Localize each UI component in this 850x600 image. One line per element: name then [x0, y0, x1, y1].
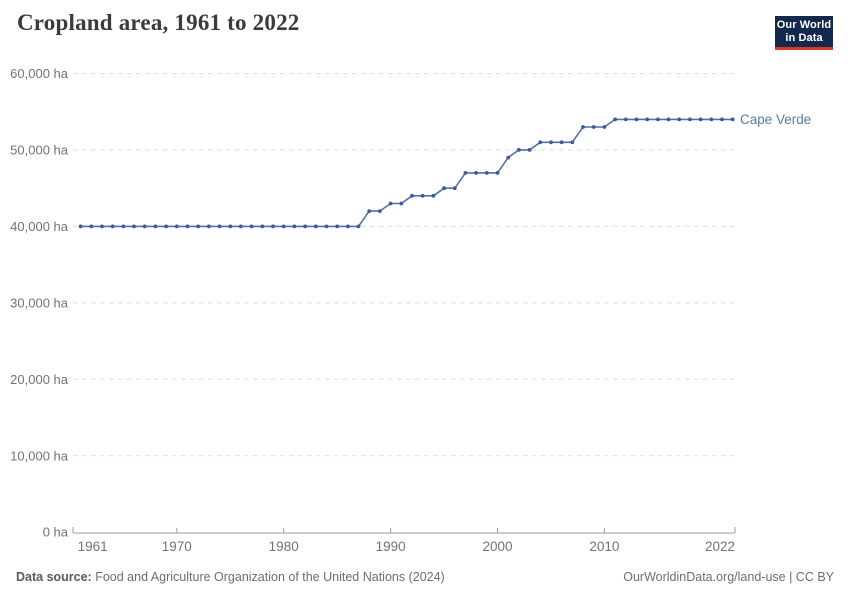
data-point: [517, 148, 521, 152]
data-point: [677, 117, 682, 122]
line-chart: 0 ha 10,000 ha 20,000 ha 30,000 ha 40,000 ha…: [10, 66, 811, 554]
y-axis-tick-label: 30,000 ha: [10, 295, 69, 310]
data-point: [442, 186, 446, 191]
data-point: [634, 117, 639, 122]
data-point: [335, 224, 340, 229]
chart-header: Cropland area, 1961 to 2022 Our World in…: [0, 0, 850, 56]
data-point: [463, 171, 468, 175]
data-point: [249, 224, 254, 229]
data-point: [142, 224, 147, 229]
data-point: [709, 117, 714, 122]
data-point: [196, 224, 201, 229]
y-axis-tick-label: 40,000 ha: [10, 219, 69, 234]
owid-logo[interactable]: Our World in Data: [775, 16, 833, 50]
data-point: [324, 224, 329, 229]
data-point: [367, 209, 372, 214]
data-point: [313, 224, 318, 229]
data-point: [228, 224, 233, 229]
y-axis-tick-label: 10,000 ha: [10, 448, 69, 463]
x-axis-tick-label: 1970: [162, 539, 192, 554]
data-point: [506, 155, 511, 160]
x-axis-tick-label: 2000: [482, 539, 512, 554]
owid-logo-line-2: in Data: [785, 31, 823, 44]
data-point: [559, 140, 564, 145]
data-point: [110, 224, 115, 229]
data-point: [260, 224, 265, 229]
attribution-link[interactable]: OurWorldinData.org/land-use | CC BY: [623, 570, 834, 584]
owid-logo-line-1: Our World: [776, 18, 832, 31]
data-point: [420, 193, 425, 198]
data-point: [271, 224, 275, 229]
data-point: [720, 117, 724, 122]
y-axis-tick-label: 50,000 ha: [10, 142, 69, 157]
data-point: [656, 117, 660, 122]
data-point: [217, 224, 222, 229]
x-axis-tick-label: 2022: [705, 539, 735, 554]
data-point: [100, 224, 104, 229]
data-source-label: Data source:: [16, 570, 92, 584]
data-point: [399, 201, 404, 206]
data-point: [239, 224, 243, 229]
chart-footer: Data source: Food and Agriculture Organi…: [16, 570, 834, 586]
data-point: [730, 117, 735, 122]
data-point: [356, 224, 361, 229]
data-point: [121, 224, 126, 229]
y-axis-tick-label: 20,000 ha: [10, 372, 69, 387]
data-point: [602, 125, 607, 129]
data-source: Data source: Food and Agriculture Organi…: [16, 570, 445, 584]
data-point: [591, 125, 596, 129]
data-point: [292, 224, 297, 229]
data-point: [346, 224, 350, 229]
data-point: [185, 224, 190, 229]
data-point: [581, 125, 585, 129]
data-point: [623, 117, 628, 122]
data-point: [431, 193, 436, 198]
x-axis-tick-label: 1961: [78, 539, 108, 554]
data-point: [484, 171, 489, 175]
data-point: [495, 171, 500, 175]
data-point: [153, 224, 158, 229]
x-axis-tick-label: 1980: [269, 539, 299, 554]
data-point: [527, 148, 532, 152]
x-axis-tick-label: 1990: [376, 539, 406, 554]
data-point: [174, 224, 179, 229]
data-point: [78, 224, 83, 229]
x-axis-tick-label: 2010: [589, 539, 619, 554]
data-point: [303, 224, 307, 229]
data-source-text: Food and Agriculture Organization of the…: [91, 570, 445, 584]
chart-title: Cropland area, 1961 to 2022: [17, 10, 300, 35]
data-point: [688, 117, 692, 122]
y-axis-tick-label: 0 ha: [43, 525, 69, 540]
y-axis-tick-label: 60,000 ha: [10, 66, 69, 81]
data-point: [132, 224, 136, 229]
entity-label: Cape Verde: [740, 112, 811, 127]
data-point: [410, 193, 414, 198]
data-point: [645, 117, 650, 122]
data-point: [89, 224, 94, 229]
data-point: [388, 201, 393, 206]
data-point: [698, 117, 703, 122]
data-point: [613, 117, 617, 122]
data-point: [452, 186, 457, 191]
data-point: [164, 224, 169, 229]
data-line: [80, 118, 733, 228]
data-point: [549, 140, 553, 145]
data-point: [378, 209, 382, 214]
data-point: [538, 140, 543, 145]
data-point: [474, 171, 478, 175]
data-point: [570, 140, 575, 145]
data-point: [281, 224, 286, 229]
data-point: [666, 117, 671, 122]
data-point: [207, 224, 211, 229]
